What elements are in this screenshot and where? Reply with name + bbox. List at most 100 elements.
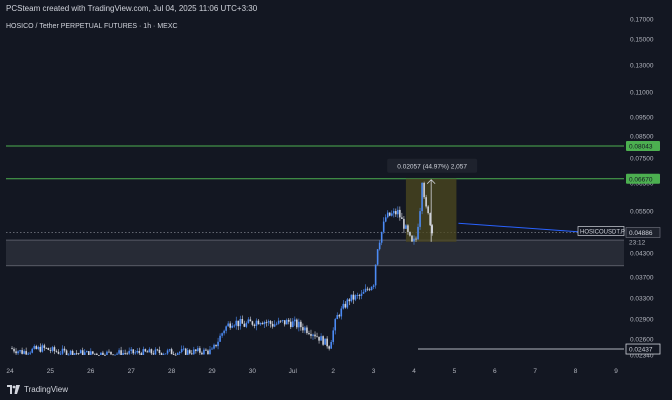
candle-down	[328, 346, 330, 349]
x-tick-label: 5	[453, 368, 457, 375]
y-tick-label: 0.11000	[630, 90, 653, 97]
candle-up	[245, 323, 248, 327]
candle-up	[259, 323, 262, 325]
candle-down	[75, 353, 78, 355]
candle-up	[239, 318, 242, 327]
candle-up	[376, 249, 379, 265]
candle-down	[302, 327, 304, 331]
candle-up	[390, 213, 393, 216]
candle-up	[162, 354, 165, 355]
candle-up	[417, 226, 419, 240]
candle-up	[281, 320, 284, 322]
y-tick-label: 0.03300	[630, 296, 654, 303]
candle-down	[366, 288, 369, 290]
candle-up	[128, 350, 130, 354]
candle-down	[108, 351, 110, 353]
candle-up	[114, 354, 116, 356]
candle-down	[150, 349, 153, 354]
candle-up	[356, 295, 359, 296]
candle-down	[308, 333, 310, 335]
current-price-label: 0.04886	[629, 230, 653, 237]
candle-down	[289, 321, 292, 328]
candle-up	[166, 350, 169, 354]
candle-up	[350, 294, 353, 302]
x-tick-label: 3	[372, 368, 376, 375]
candle-up	[374, 264, 377, 286]
candle-down	[63, 348, 66, 351]
tradingview-logo[interactable]: TradingView	[7, 385, 68, 394]
candle-down	[243, 323, 246, 327]
candle-down	[39, 346, 42, 352]
candle-up	[362, 291, 365, 294]
candle-down	[144, 349, 147, 352]
ray-price-label: 0.02437	[629, 347, 653, 354]
x-tick-label: 24	[6, 368, 14, 375]
candle-down	[87, 351, 90, 355]
candle-down	[160, 352, 163, 355]
candle-up	[273, 324, 276, 327]
candle-down	[184, 348, 187, 355]
candle-up	[51, 347, 54, 351]
level-price-tag	[626, 141, 660, 152]
candle-down	[170, 349, 173, 355]
candle-up	[312, 334, 314, 336]
candle-up	[83, 352, 86, 355]
candle-down	[124, 353, 126, 354]
candle-up	[17, 351, 19, 354]
candle-down	[257, 320, 260, 325]
price-range-arrowhead	[426, 179, 436, 185]
level-price-tag	[626, 173, 660, 184]
candle-up	[69, 350, 72, 355]
candle-down	[110, 351, 112, 355]
candle-up	[421, 182, 423, 212]
candle-up	[247, 319, 250, 324]
candle-down	[241, 318, 244, 324]
candle-up	[277, 320, 280, 324]
y-tick-label: 0.05500	[630, 209, 654, 216]
candle-up	[85, 351, 88, 353]
candle-up	[364, 288, 367, 292]
candle-down	[296, 319, 298, 328]
candle-down	[188, 350, 191, 354]
candle-up	[61, 348, 64, 354]
candle-up	[382, 221, 385, 232]
candle-up	[31, 348, 34, 353]
candle-down	[98, 355, 100, 356]
candle-down	[411, 235, 413, 242]
candle-up	[180, 349, 183, 353]
candle-up	[304, 327, 306, 331]
y-tick-label: 0.15000	[630, 37, 654, 44]
candle-up	[73, 353, 76, 355]
candle-down	[251, 321, 254, 325]
y-tick-label: 0.17000	[630, 17, 654, 24]
candle-down	[427, 206, 429, 214]
candle-down	[35, 346, 38, 349]
candle-up	[116, 353, 118, 355]
candle-down	[172, 354, 175, 355]
projection-line[interactable]	[458, 222, 592, 234]
support-zone[interactable]	[6, 240, 624, 266]
symbol-legend: HOSICO / Tether PERPETUAL FUTURES · 1h ·…	[6, 23, 178, 30]
candle-up	[330, 341, 332, 349]
candle-down	[174, 354, 177, 356]
candle-up	[23, 351, 25, 354]
candle-down	[316, 336, 318, 338]
candle-down	[47, 348, 50, 350]
candle-down	[126, 353, 128, 355]
candle-down	[199, 348, 201, 353]
candle-down	[102, 352, 104, 355]
candle-down	[249, 319, 252, 322]
candle-up	[386, 212, 389, 218]
candle-down	[318, 336, 320, 341]
candle-down	[146, 351, 149, 353]
candle-down	[348, 299, 351, 302]
candle-up	[342, 303, 345, 309]
candle-down	[11, 348, 13, 350]
y-tick-label: 0.07500	[630, 156, 654, 163]
candle-up	[294, 319, 296, 322]
candle-down	[229, 323, 231, 328]
candle-down	[21, 350, 23, 354]
price-range-label: 0.02057 (44.97%) 2,057	[397, 163, 467, 170]
candle-up	[354, 295, 357, 300]
